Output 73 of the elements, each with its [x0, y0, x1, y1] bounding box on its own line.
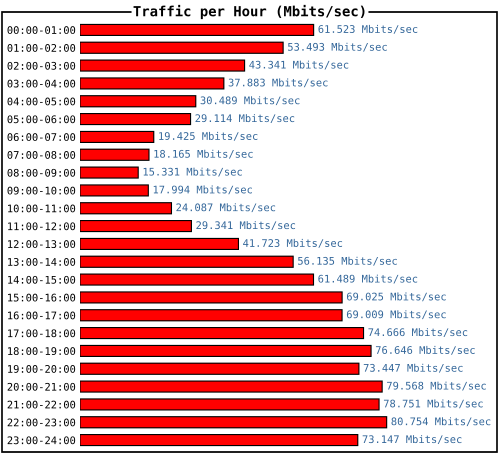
data-label: 74.666 Mbits/sec [368, 328, 468, 337]
data-label: 73.447 Mbits/sec [364, 364, 463, 373]
data-label: 61.489 Mbits/sec [318, 274, 418, 284]
data-label: 29.114 Mbits/sec [196, 114, 294, 123]
bar [80, 42, 284, 54]
data-label: 73.147 Mbits/sec [362, 435, 462, 444]
y-tick-label: 03:00-04:00 [8, 80, 76, 88]
y-tick-label: 12:00-13:00 [8, 240, 76, 248]
bar [80, 416, 388, 428]
bar [80, 24, 314, 36]
y-tick-label: 10:00-11:00 [8, 204, 76, 212]
data-label: 76.646 Mbits/sec [376, 346, 475, 355]
bar [80, 238, 239, 250]
y-tick-label: 14:00-15:00 [8, 276, 76, 284]
data-label: 69.009 Mbits/sec [346, 310, 446, 320]
bar [80, 256, 294, 268]
y-tick-label: 17:00-18:00 [8, 329, 76, 338]
bar [80, 202, 172, 214]
y-tick-label: 11:00-12:00 [8, 222, 76, 230]
y-tick-label: 07:00-08:00 [8, 151, 76, 159]
bar [80, 148, 150, 161]
data-label: 80.754 Mbits/sec [392, 417, 490, 426]
y-tick-label: 19:00-20:00 [8, 365, 76, 373]
data-label: 29.341 Mbits/sec [196, 221, 296, 230]
y-tick-label: 08:00-09:00 [8, 168, 76, 177]
bar [80, 274, 314, 286]
bar [80, 166, 139, 179]
bar [80, 380, 383, 393]
data-label: 15.331 Mbits/sec [144, 168, 242, 176]
data-label: 41.723 Mbits/sec [243, 238, 342, 248]
y-tick-label: 23:00-24:00 [8, 436, 76, 444]
data-label: 53.493 Mbits/sec [288, 42, 387, 52]
bar [80, 327, 364, 340]
chart-title: Traffic per Hour (Mbits/sec) [134, 4, 364, 20]
bar [80, 184, 149, 196]
y-tick-label: 01:00-02:00 [8, 44, 76, 52]
bar [80, 398, 380, 410]
bar [80, 77, 224, 90]
data-label: 79.568 Mbits/sec [387, 382, 486, 390]
data-label: 69.025 Mbits/sec [346, 292, 446, 302]
bar [80, 60, 246, 72]
y-tick-label: 15:00-16:00 [8, 294, 76, 302]
y-tick-label: 04:00-05:00 [8, 98, 76, 106]
data-label: 18.165 Mbits/sec [154, 150, 253, 159]
y-tick-label: 13:00-14:00 [8, 258, 76, 266]
bar [80, 344, 372, 357]
y-tick-label: 18:00-19:00 [8, 347, 76, 356]
data-label: 56.135 Mbits/sec [298, 256, 397, 266]
bar [80, 130, 154, 143]
y-tick-label: 06:00-07:00 [8, 133, 76, 142]
y-tick-label: 20:00-21:00 [8, 382, 76, 391]
y-tick-label: 16:00-17:00 [8, 312, 76, 320]
bar [80, 291, 343, 304]
bar [80, 434, 358, 446]
data-label: 37.883 Mbits/sec [228, 78, 328, 88]
y-tick-label: 02:00-03:00 [8, 62, 76, 70]
y-tick-label: 22:00-23:00 [8, 418, 76, 426]
bar [80, 309, 343, 322]
bar [80, 362, 360, 375]
y-tick-label: 09:00-10:00 [8, 186, 76, 195]
y-tick-label: 21:00-22:00 [8, 400, 76, 409]
data-label: 19.425 Mbits/sec [159, 132, 258, 141]
data-label: 61.523 Mbits/sec [318, 24, 418, 34]
data-label: 43.341 Mbits/sec [249, 60, 348, 70]
data-label: 17.994 Mbits/sec [154, 185, 252, 194]
y-tick-label: 00:00-01:00 [8, 26, 76, 34]
y-tick-label: 05:00-06:00 [8, 115, 76, 124]
bar [80, 220, 192, 232]
data-label: 24.087 Mbits/sec [176, 203, 276, 212]
data-label: 30.489 Mbits/sec [200, 96, 300, 106]
bar [80, 95, 196, 108]
data-label: 78.751 Mbits/sec [384, 399, 483, 408]
bar [80, 113, 192, 126]
